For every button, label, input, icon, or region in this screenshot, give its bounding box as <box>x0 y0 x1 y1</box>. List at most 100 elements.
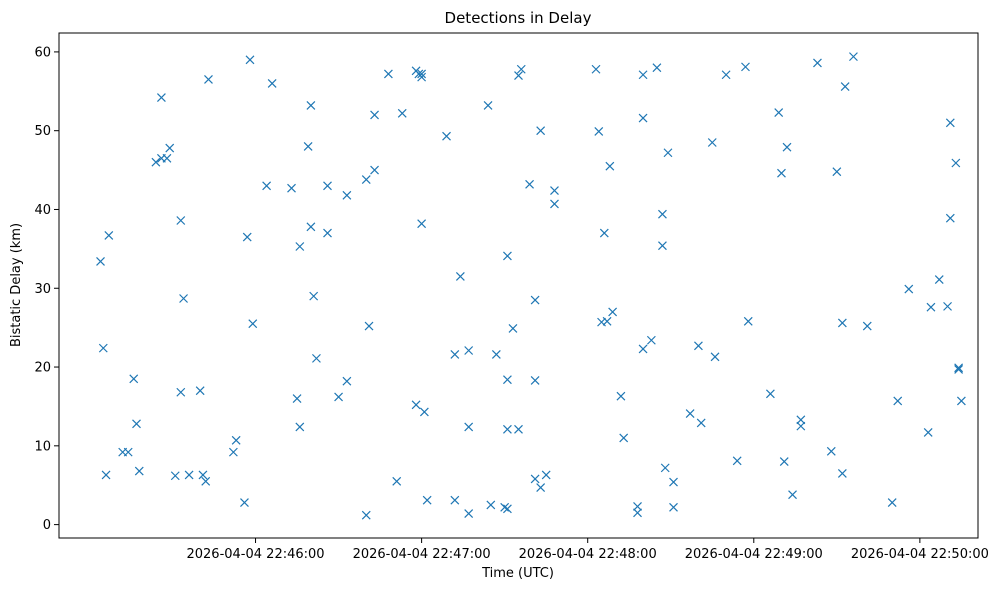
x-marker <box>638 113 648 123</box>
data-point <box>765 389 775 399</box>
data-point <box>392 476 402 486</box>
x-marker <box>450 495 460 505</box>
x-marker <box>303 142 313 151</box>
data-point <box>134 466 144 476</box>
data-point <box>608 307 618 317</box>
data-point <box>129 374 139 384</box>
data-point <box>616 391 626 401</box>
x-marker <box>658 209 667 219</box>
data-point <box>464 509 474 519</box>
x-marker <box>464 422 474 432</box>
data-point <box>334 392 343 402</box>
x-marker <box>536 483 546 493</box>
data-point <box>646 335 656 345</box>
data-point <box>945 118 955 128</box>
x-marker <box>530 295 540 305</box>
data-point <box>658 209 667 219</box>
data-point <box>945 213 955 223</box>
x-marker <box>295 422 305 432</box>
data-point <box>364 321 374 331</box>
data-point <box>826 446 836 456</box>
x-marker <box>619 433 629 443</box>
x-marker <box>323 181 332 191</box>
x-marker <box>245 55 255 65</box>
x-marker <box>417 219 427 229</box>
data-point <box>837 468 847 478</box>
y-axis-ticks: 0 10 20 30 40 50 60 <box>34 45 59 533</box>
data-point <box>591 64 601 74</box>
data-point <box>599 228 609 238</box>
x-marker <box>796 415 806 425</box>
data-point <box>303 142 313 151</box>
x-marker <box>707 138 717 147</box>
data-point <box>732 456 742 466</box>
x-marker <box>616 391 626 401</box>
data-point <box>500 502 510 512</box>
x-tick-label: 2026-04-04 22:46:00 <box>186 547 324 562</box>
data-point <box>96 257 105 266</box>
x-marker <box>361 175 371 184</box>
x-marker <box>633 508 642 518</box>
data-point <box>837 318 847 328</box>
x-marker <box>951 158 961 168</box>
x-marker <box>267 78 277 88</box>
data-point <box>248 319 258 329</box>
x-marker <box>98 343 108 353</box>
y-axis-title: Bistatic Delay (km) <box>9 223 24 347</box>
x-marker <box>826 446 836 456</box>
data-point <box>231 435 241 445</box>
data-point <box>669 477 678 487</box>
x-marker <box>638 344 648 354</box>
x-marker <box>638 70 648 80</box>
x-marker <box>849 52 858 62</box>
data-point <box>228 447 238 457</box>
x-marker <box>525 179 534 189</box>
x-marker <box>796 421 806 431</box>
x-marker <box>732 456 742 466</box>
data-point <box>483 101 493 110</box>
data-point <box>262 181 272 191</box>
data-point <box>204 75 213 84</box>
y-tick-label: 30 <box>34 282 51 297</box>
y-tick-label: 0 <box>43 518 51 533</box>
data-point <box>923 428 933 437</box>
x-marker <box>364 321 374 331</box>
data-point <box>943 301 952 311</box>
data-point <box>777 168 786 178</box>
data-point <box>123 447 133 457</box>
data-point <box>550 199 559 209</box>
data-point <box>926 302 936 312</box>
x-marker <box>660 463 670 473</box>
x-marker <box>397 108 407 118</box>
x-marker <box>323 228 332 238</box>
data-point <box>101 470 111 480</box>
x-marker <box>550 199 559 209</box>
x-marker <box>652 63 662 73</box>
data-point <box>550 186 559 195</box>
data-point <box>954 363 964 373</box>
x-marker <box>419 407 429 417</box>
data-point <box>442 131 451 141</box>
data-point <box>370 110 379 120</box>
x-marker <box>417 69 427 79</box>
x-marker <box>765 389 775 399</box>
data-point <box>658 241 667 251</box>
x-marker <box>151 157 161 167</box>
x-marker <box>176 387 186 397</box>
x-marker <box>743 316 753 326</box>
data-point <box>782 142 792 152</box>
x-marker <box>550 186 559 195</box>
data-point <box>151 157 161 167</box>
data-point <box>195 386 205 396</box>
data-point <box>312 353 321 363</box>
x-marker <box>123 447 133 457</box>
data-point <box>796 421 806 431</box>
data-point <box>832 167 842 177</box>
x-marker <box>201 476 211 486</box>
data-point <box>240 498 249 507</box>
x-marker <box>516 64 526 74</box>
x-marker <box>312 353 321 363</box>
x-marker <box>491 350 501 359</box>
x-marker <box>904 284 914 294</box>
x-marker <box>240 498 249 507</box>
